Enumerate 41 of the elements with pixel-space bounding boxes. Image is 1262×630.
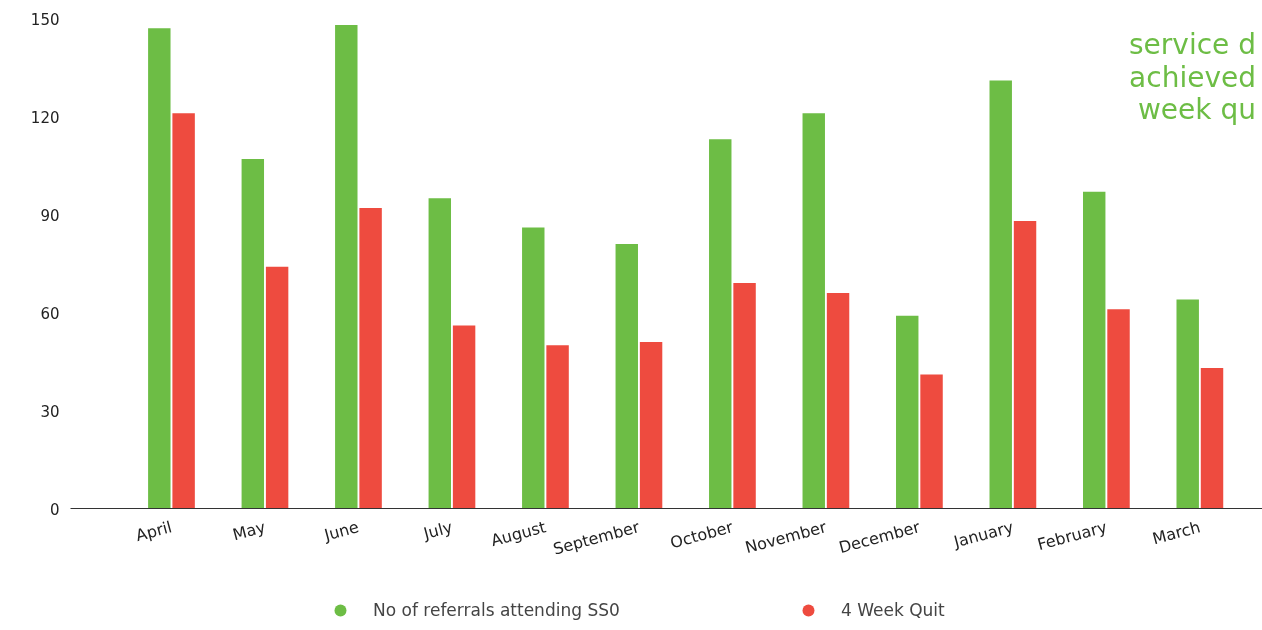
bar	[1176, 299, 1199, 509]
bar	[826, 292, 850, 509]
y-tick-label: 0	[49, 500, 60, 519]
bar	[989, 80, 1012, 509]
bar	[428, 198, 452, 509]
legend-label: No of referrals attending SS0	[373, 600, 621, 620]
bar	[896, 315, 919, 509]
bar	[265, 266, 289, 509]
bar	[546, 345, 569, 509]
y-tick-label: 150	[30, 10, 60, 29]
bar	[1083, 191, 1106, 509]
bar	[241, 158, 265, 509]
bar	[920, 374, 943, 509]
y-tick-label: 30	[40, 402, 60, 421]
x-tick-label: June	[321, 517, 361, 545]
x-tick-label: May	[230, 517, 268, 545]
bar	[148, 28, 171, 509]
bar	[802, 113, 825, 509]
y-tick-label: 90	[40, 206, 60, 225]
bar	[359, 207, 382, 509]
bar	[335, 25, 358, 509]
bar	[1107, 309, 1130, 509]
bar	[522, 227, 545, 509]
x-tick-label: August	[488, 517, 548, 551]
legend-label: 4 Week Quit	[841, 600, 946, 620]
bar	[639, 341, 663, 509]
x-tick-label: July	[420, 517, 455, 544]
x-tick-label: March	[1150, 517, 1203, 549]
bar	[733, 283, 756, 509]
annotation: service d achieved week qu	[1128, 28, 1256, 127]
x-tick-label: April	[133, 517, 174, 546]
y-tick-label: 60	[40, 304, 60, 323]
x-tick-label: February	[1035, 517, 1109, 555]
y-tick-label: 120	[30, 108, 60, 127]
bar	[172, 113, 195, 509]
x-tick-label: October	[668, 517, 736, 553]
bar	[709, 139, 732, 509]
bar	[1013, 221, 1037, 509]
bar	[1200, 368, 1224, 509]
bar	[615, 243, 638, 509]
bar	[452, 325, 476, 509]
